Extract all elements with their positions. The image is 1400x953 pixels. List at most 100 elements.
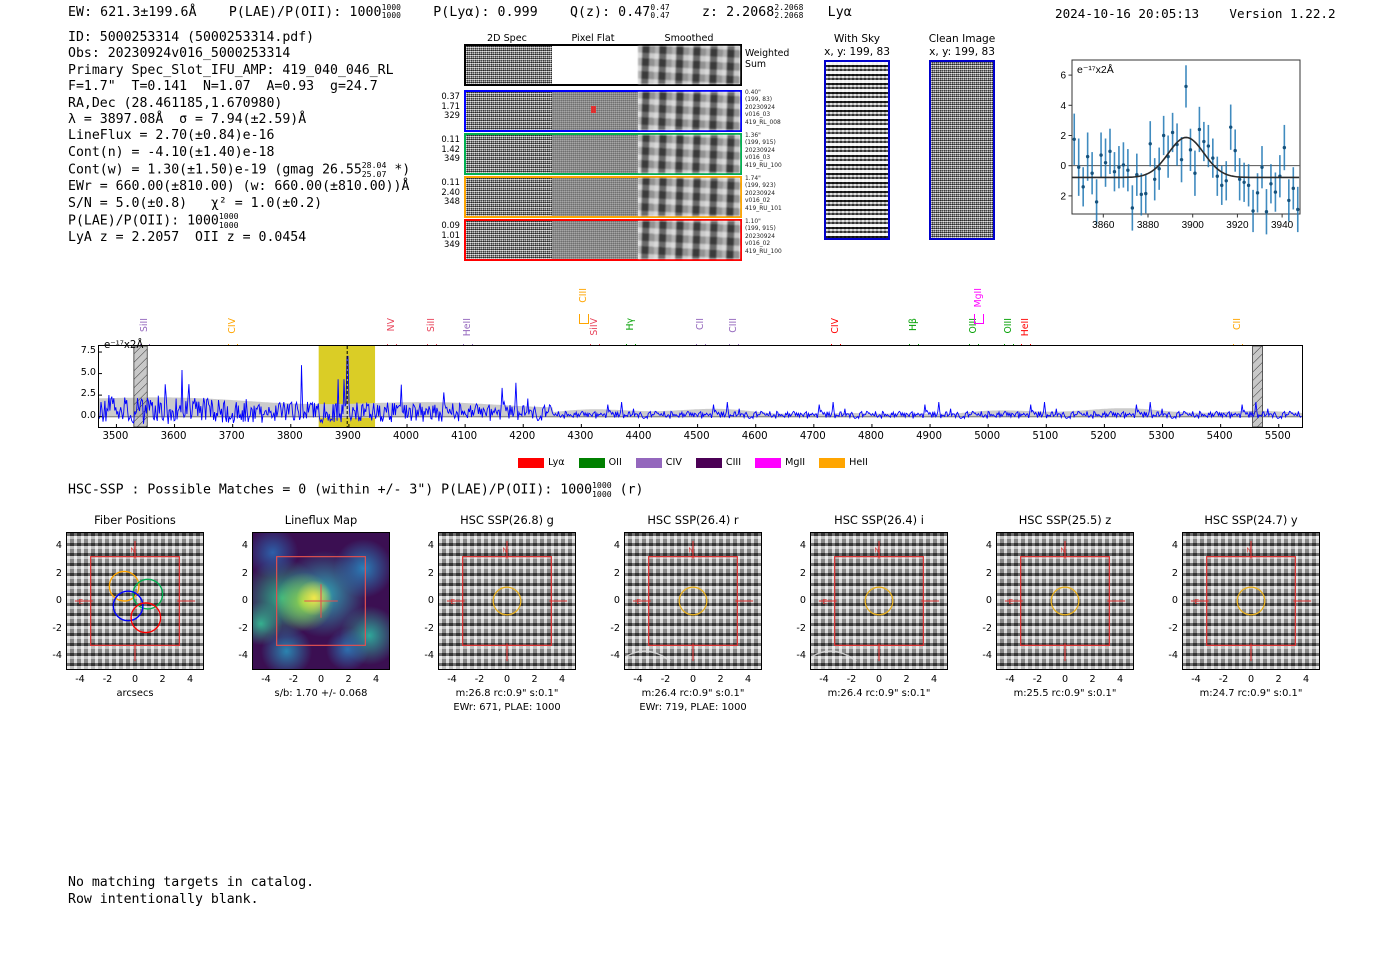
cutout-2-xtick-3: 2: [531, 674, 538, 685]
svg-text:E: E: [637, 599, 642, 606]
cutout-6-xtick-0: -4: [1191, 674, 1201, 685]
cutout-1-xtick-0: -4: [261, 674, 271, 685]
fiber-2dspec-0: [466, 92, 552, 130]
spectrum-xtick-4000: 4000: [393, 431, 419, 442]
fiber-pixelflat-3: [552, 221, 638, 259]
svg-text:E: E: [823, 599, 828, 606]
cutout-title-2: HSC SSP(26.8) g: [460, 513, 554, 527]
svg-text:0: 0: [1060, 161, 1066, 172]
cutout-1-xtick-2: 0: [317, 674, 325, 685]
svg-text:N: N: [689, 548, 694, 555]
svg-text:2: 2: [1060, 131, 1066, 142]
svg-text:N: N: [1247, 548, 1252, 555]
fiber-row-2[interactable]: [464, 176, 742, 218]
flat-hotpixel-marker: [591, 106, 596, 113]
spectrum-xtick-5200: 5200: [1090, 431, 1117, 442]
hscssp-summary-lo: 1000: [592, 488, 612, 499]
cutout-6-ytick-1: 2: [1171, 567, 1178, 579]
cutout-5-xtick-0: -4: [1005, 674, 1015, 685]
cutout-0-ytick-1: 2: [55, 567, 62, 579]
fiber-pixelflat-0: [552, 92, 638, 130]
fiber-stats-2: 0.11 2.40 348: [441, 177, 460, 207]
weighted-sum-pixelflat: [552, 46, 638, 84]
footer-line-2: Row intentionally blank.: [68, 892, 259, 907]
header-timestamp-version: 2024-10-16 20:05:13 Version 1.22.2: [1055, 6, 1336, 21]
line-label-OIII-13: OIII: [1002, 318, 1014, 334]
cutout-3-xtick-3: 2: [717, 674, 724, 685]
cutout-0-xtick-3: 2: [159, 674, 166, 685]
spectrum-xtick-4800: 4800: [857, 431, 884, 442]
header-plae-lo: 1000: [381, 11, 402, 21]
hscssp-summary-text: HSC-SSP : Possible Matches = 0 (within +…: [68, 482, 593, 498]
header-ew: EW: 621.3±199.6Å: [68, 5, 197, 21]
clean-image-title: Clean Image: [928, 33, 996, 45]
fiber-row-0[interactable]: [464, 90, 742, 132]
spectrum-xtick-4700: 4700: [799, 431, 826, 442]
spec2d-title-1: Pixel Flat: [571, 33, 615, 44]
cutout-0-xtick-2: 0: [131, 674, 139, 685]
spectrum-xtick-3600: 3600: [160, 431, 187, 442]
spectrum-xtick-5000: 5000: [974, 431, 1001, 442]
cutout-caption2-3: EWr: 719, PLAE: 1000: [639, 702, 747, 713]
fiber-row-1[interactable]: [464, 133, 742, 175]
line-label-HeII-15: HeII: [1019, 318, 1031, 337]
cutout-5-xtick-1: -2: [1032, 674, 1043, 685]
cutout-3-ytick-1: 2: [613, 567, 620, 579]
fiber-row-3[interactable]: [464, 219, 742, 261]
info-plae: P(LAE)/P(OII): 10001000 1000: [68, 212, 410, 230]
cutout-1-xtick-1: -2: [288, 674, 299, 685]
weighted-sum-label: Weighted Sum: [745, 48, 790, 70]
info-cont-w-hi: 28.04: [361, 160, 387, 171]
cutout-6-xtick-3: 2: [1275, 674, 1282, 685]
info-lambda-sigma: λ = 3897.08Å σ = 7.94(±2.59)Å: [68, 112, 307, 128]
legend-label-MgII: MgII: [785, 457, 806, 468]
cutout-3-ytick-4: -4: [610, 650, 620, 661]
svg-text:3900: 3900: [1182, 220, 1205, 231]
cutout-5-ytick-1: 2: [985, 567, 992, 579]
line-tick-14: [974, 314, 985, 324]
line-label-CII-8: CII: [694, 318, 706, 330]
cutout-4-ytick-4: -4: [796, 650, 806, 661]
legend-label-Lyα: Lyα: [548, 457, 565, 468]
cutout-caption1-0: arcsecs: [116, 688, 154, 699]
svg-text:4: 4: [1060, 101, 1066, 112]
line-label-HeII-4: HeII: [462, 318, 474, 337]
cutout-caption1-2: m:26.8 rc:0.9" s:0.1": [455, 688, 559, 699]
fiber-smoothed-0: [638, 92, 740, 130]
header-version: Version 1.22.2: [1229, 6, 1336, 21]
cutout-3-xtick-4: 4: [744, 674, 752, 685]
cutout-5-xtick-3: 2: [1089, 674, 1096, 685]
svg-text:E: E: [79, 599, 84, 606]
emission-line-fit-plot: 3860 3880 3900 3920 3940 2 0 2 4 6 e⁻¹⁷x2Å: [1046, 56, 1304, 236]
cutout-4-ytick-0: 4: [799, 540, 806, 551]
hscssp-summary-filter: (r): [619, 482, 644, 498]
svg-text:3880: 3880: [1137, 220, 1160, 231]
line-label-SiII-0: SiII: [139, 318, 151, 332]
source-info-block: ID: 5000253314 (5000253314.pdf) Obs: 202…: [68, 30, 410, 246]
cutout-2-ytick-1: 2: [427, 567, 434, 579]
cutout-0-ytick-4: -4: [52, 650, 62, 661]
cutout-3-xtick-2: 0: [689, 674, 697, 685]
info-radec: RA,Dec (28.461185,1.670980): [68, 95, 283, 111]
info-ewr: EWr = 660.00(±810.00) (w: 660.00(±810.00…: [68, 179, 410, 195]
spectrum-xtick-4300: 4300: [567, 431, 594, 442]
line-tick-5: [579, 314, 590, 324]
spectrum-xtick-5400: 5400: [1206, 431, 1233, 442]
with-sky-coords: x, y: 199, 83: [824, 46, 890, 58]
header-z-label: z: 2.2068: [701, 5, 775, 21]
cutout-0-ytick-0: 4: [55, 540, 62, 551]
info-seeing: F=1.7" T=0.141 N=1.07 A=0.93 g=24.7: [68, 79, 378, 95]
line-label-CIV-1: CIV: [226, 318, 238, 334]
cutout-2-ytick-3: -2: [424, 622, 434, 634]
legend-label-HeII: HeII: [849, 457, 868, 468]
cutout-caption1-6: m:24.7 rc:0.9" s:0.1": [1199, 688, 1303, 699]
header-qz-label: Q(z): 0.47: [569, 5, 651, 21]
cutout-0-xtick-0: -4: [75, 674, 85, 685]
cutout-5-ytick-4: -4: [982, 650, 992, 661]
info-sn-chi2: S/N = 5.0(±0.8) χ² = 1.0(±0.2): [68, 195, 323, 211]
legend-swatch-HeII: [819, 457, 846, 468]
